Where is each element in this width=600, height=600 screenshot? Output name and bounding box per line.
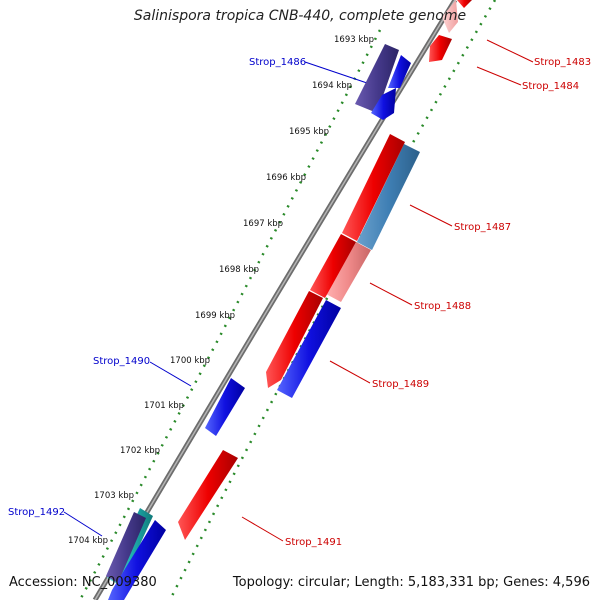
connector-strop-1488 — [369, 282, 413, 306]
label-connectors — [63, 39, 534, 542]
connector-strop-1492 — [63, 511, 103, 537]
tick-label: 1698 kbp — [219, 265, 259, 275]
map-title: Salinispora tropica CNB-440, complete ge… — [133, 8, 467, 24]
gene-arrow-strop-1486c — [371, 88, 396, 120]
gene-label-strop-1484[interactable]: Strop_1484 — [522, 81, 579, 92]
gene-label-strop-1490[interactable]: Strop_1490 — [93, 356, 150, 367]
connector-strop-1484 — [476, 66, 522, 86]
gene-label-strop-1486[interactable]: Strop_1486 — [249, 57, 306, 68]
tick-label: 1695 kbp — [289, 127, 329, 137]
gene-label-strop-1492[interactable]: Strop_1492 — [8, 507, 65, 518]
tick-label: 1700 kbp — [170, 356, 210, 366]
tick-label: 1696 kbp — [266, 173, 306, 183]
gene-arrow-strop-1488b — [310, 234, 356, 298]
gene-arrow-strop-1493 — [108, 520, 166, 600]
gene-arrow-strop-1488 — [326, 242, 371, 302]
gene-arrows — [106, 0, 472, 600]
connector-strop-1483 — [486, 39, 534, 63]
gene-label-strop-1483[interactable]: Strop_1483 — [534, 57, 591, 68]
gene-arrow-strop-1490 — [205, 378, 245, 436]
gene-label-strop-1487[interactable]: Strop_1487 — [454, 222, 511, 233]
connector-strop-1486 — [304, 61, 368, 84]
gene-arrow-strop-1484 — [429, 35, 452, 62]
gene-labels: Strop_1483 Strop_1484 Strop_1486 Strop_1… — [8, 57, 591, 548]
gene-arrow-strop-1483 — [442, 0, 458, 33]
tick-label: 1697 kbp — [243, 219, 283, 229]
gene-label-strop-1489[interactable]: Strop_1489 — [372, 379, 429, 390]
tick-label: 1701 kbp — [144, 401, 184, 411]
gene-arrow-strop-1486 — [355, 44, 399, 113]
connector-strop-1491 — [241, 516, 284, 542]
tick-label: 1694 kbp — [312, 81, 352, 91]
tick-label: 1699 kbp — [195, 311, 235, 321]
gene-arrow-strop-1489-reverse — [277, 300, 341, 398]
accession-text: Accession: NC_009380 — [9, 575, 157, 590]
connector-strop-1490 — [149, 361, 192, 387]
tick-label: 1702 kbp — [120, 446, 160, 456]
tick-label: 1704 kbp — [68, 536, 108, 546]
gene-arrow-strop-1491 — [178, 450, 238, 540]
connector-strop-1487 — [409, 204, 453, 227]
tick-labels: 1693 kbp 1694 kbp 1695 kbp 1696 kbp 1697… — [68, 35, 374, 546]
genome-summary-text: Topology: circular; Length: 5,183,331 bp… — [232, 575, 590, 590]
gene-label-strop-1488[interactable]: Strop_1488 — [414, 301, 471, 312]
genome-backbone-highlight — [94, 0, 456, 600]
gene-arrow-strop-1487 — [357, 144, 420, 250]
tick-label: 1703 kbp — [94, 491, 134, 501]
gene-arrow-strop-1492b — [106, 512, 146, 583]
gene-label-strop-1491[interactable]: Strop_1491 — [285, 537, 342, 548]
connector-strop-1489 — [329, 360, 371, 384]
inner-tick-ring — [78, 29, 382, 600]
gene-arrow-top-fragment — [457, 0, 472, 8]
tick-label: 1693 kbp — [334, 35, 374, 45]
gene-arrow-strop-1489 — [266, 291, 323, 388]
gene-arrow-strop-1487b — [342, 134, 405, 241]
gene-arrow-strop-1486b — [388, 55, 411, 88]
